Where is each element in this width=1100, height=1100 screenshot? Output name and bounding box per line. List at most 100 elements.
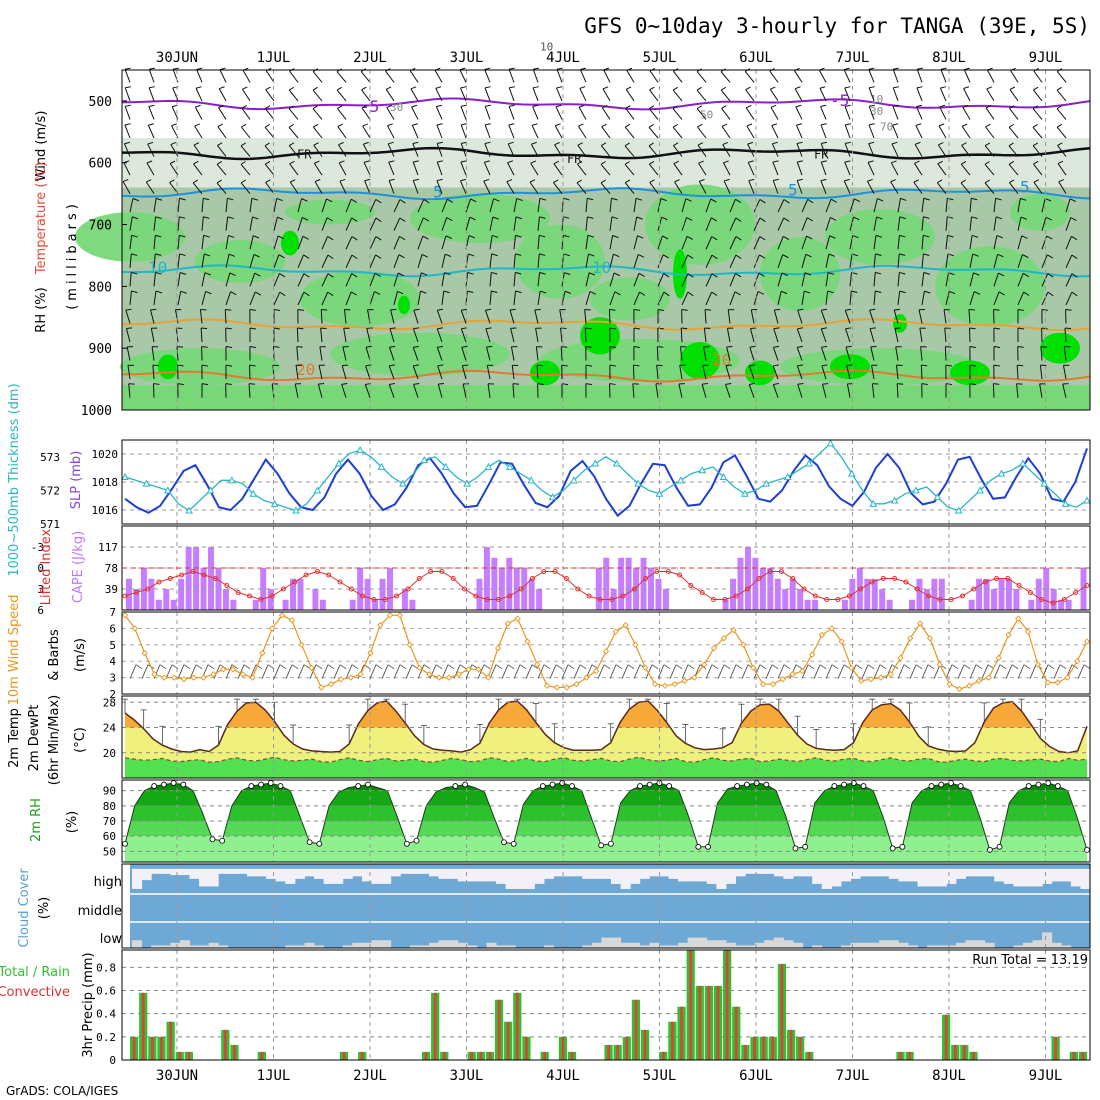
wind-barb-flag <box>350 198 358 203</box>
wind-barb-flag <box>1009 105 1015 109</box>
wind-barb <box>249 198 253 213</box>
wind-barb <box>385 89 395 102</box>
wind-barb <box>849 217 854 231</box>
wind-barb-flag <box>900 197 907 201</box>
wind-speed-marker <box>1024 628 1032 635</box>
cloud-high-clear <box>611 868 622 884</box>
precip-convective-bar <box>525 1036 528 1060</box>
wind-barb-flag <box>437 141 443 144</box>
contour-label: 10 <box>148 258 167 277</box>
wind-barb <box>513 198 518 213</box>
cape-bar <box>133 589 140 610</box>
wind-barb <box>460 310 467 324</box>
cloud-high-clear <box>898 868 909 882</box>
wind-barb <box>801 254 807 268</box>
isotherm-line <box>122 318 1091 332</box>
wind-barb-flag <box>805 253 812 258</box>
wind-barb-flag <box>661 216 668 221</box>
wind-barb <box>390 309 395 324</box>
wind-barb <box>411 125 419 139</box>
wind-barb <box>729 217 737 231</box>
cloud-low-bar <box>371 940 382 948</box>
wind-barb-flag <box>149 86 155 89</box>
wind-barb <box>553 163 563 176</box>
wind-barb <box>225 198 228 213</box>
wind-barb <box>600 145 611 157</box>
wind-barb-flag <box>1041 327 1048 330</box>
wind-barb <box>893 309 899 324</box>
wind-barb-flag <box>829 235 836 239</box>
wind-speed-marker <box>1034 661 1042 668</box>
date-label-bottom: 1JUL <box>257 1068 291 1084</box>
wind-barb-flag <box>193 142 200 146</box>
wind-barb <box>288 126 299 139</box>
surface-wind-barb-flag <box>963 664 971 670</box>
label-wind-units: (m/s) <box>73 638 88 672</box>
label-10m-wind: 10m Wind Speed <box>7 595 22 706</box>
cloud-high-clear <box>1042 868 1053 884</box>
wind-speed-marker <box>671 681 678 688</box>
lifted-index-marker <box>586 593 592 599</box>
surface-wind-barb-flag <box>159 664 167 670</box>
cloud-low-bar <box>936 945 947 948</box>
cape-bar <box>230 599 237 610</box>
cloud-low-bar <box>611 937 622 948</box>
wind-barb <box>720 71 731 83</box>
wind-barb <box>892 87 899 102</box>
wind-barb <box>578 107 587 120</box>
precip-convective-bar <box>963 1044 966 1060</box>
cloud-low-bar <box>754 942 765 948</box>
rh-marker <box>160 781 167 788</box>
wind-barb <box>412 161 419 176</box>
wind-barb-flag <box>747 141 754 145</box>
cloud-low-bar <box>1042 932 1053 948</box>
precip-convective-bar <box>643 1029 647 1060</box>
wind-speed-marker <box>583 674 590 681</box>
cape-bar <box>774 578 781 610</box>
wind-barb-flag <box>663 273 670 278</box>
wind-barb-flag <box>672 105 678 110</box>
surface-wind-barb-flag <box>675 664 683 670</box>
wind-barb <box>273 198 278 213</box>
precip-convective-bar <box>488 1051 492 1060</box>
wind-barb <box>576 182 587 194</box>
wind-barb-flag <box>828 253 835 257</box>
wind-barb <box>945 235 948 250</box>
lifted-index-marker <box>563 576 569 581</box>
cloud-low-bar <box>697 937 708 948</box>
wind-barb <box>1040 346 1043 361</box>
wind-barb-flag <box>253 235 260 239</box>
wind-barb <box>150 309 155 324</box>
thickness-marker <box>548 493 557 501</box>
wind-barb-flag <box>537 383 544 385</box>
precip-convective-bar <box>807 1051 811 1060</box>
cloud-low-bar <box>725 942 737 948</box>
wind-barb-flag <box>264 142 270 147</box>
wind-barb-flag <box>248 383 256 385</box>
wind-barb <box>674 181 683 194</box>
wind-barb <box>217 145 227 157</box>
lifted-index-marker <box>812 593 818 599</box>
cloud-high-clear <box>697 868 708 882</box>
wind-barb-flag <box>288 105 294 110</box>
rh-tick-label: 80 <box>103 800 116 813</box>
wind-barb-flag <box>219 86 225 90</box>
wind-barb <box>705 291 713 306</box>
wind-barb <box>560 328 563 343</box>
cloud-low-bar <box>716 940 727 948</box>
wind-barb <box>868 69 875 83</box>
date-label-top: 3JUL <box>450 50 484 66</box>
wind-barb-flag <box>539 197 546 201</box>
wind-barb <box>945 253 949 268</box>
thickness-marker <box>185 506 193 514</box>
cape-bar <box>208 547 214 610</box>
wind-barb <box>579 69 587 83</box>
wind-barb-flag <box>312 86 318 91</box>
wind-barb-flag <box>844 86 851 89</box>
wind-barb-flag <box>437 308 444 311</box>
lifted-index-marker <box>982 579 988 585</box>
wind-barb-flag <box>460 178 467 182</box>
cloud-high-clear <box>227 868 238 874</box>
wind-barb <box>873 290 876 305</box>
isotherm-line <box>121 264 1091 278</box>
